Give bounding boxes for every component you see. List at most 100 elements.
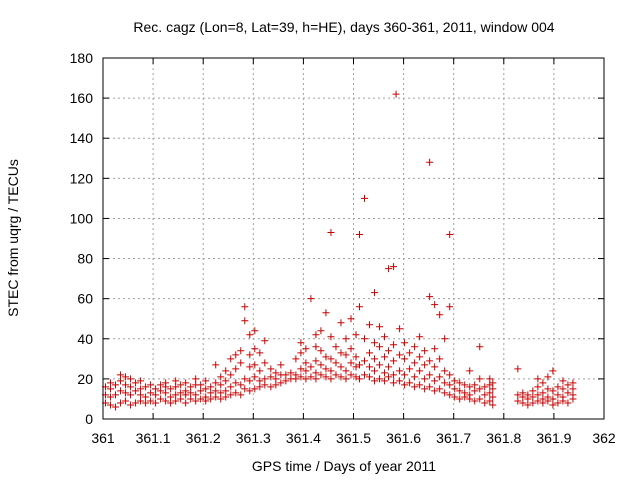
data-point <box>241 375 249 383</box>
data-point <box>411 359 419 367</box>
data-point <box>514 365 522 373</box>
data-point <box>112 403 120 411</box>
data-point <box>519 389 527 397</box>
data-point <box>261 359 269 367</box>
data-point <box>117 387 125 395</box>
data-point <box>426 371 434 379</box>
data-point <box>342 351 350 359</box>
data-point <box>411 383 419 391</box>
data-point <box>390 357 398 365</box>
data-point <box>416 333 424 341</box>
data-point <box>451 385 459 393</box>
data-point <box>396 377 404 385</box>
data-point <box>466 391 474 399</box>
data-point <box>486 397 494 405</box>
data-point <box>246 363 254 371</box>
data-point <box>212 361 220 369</box>
x-tick-label: 361.6 <box>386 430 421 446</box>
data-point <box>366 349 374 357</box>
data-point <box>390 379 398 387</box>
data-point <box>366 363 374 371</box>
data-point <box>307 363 315 371</box>
data-point <box>297 365 305 373</box>
data-point <box>524 401 532 409</box>
data-point <box>481 391 489 399</box>
data-point <box>426 158 434 166</box>
data-point <box>217 395 225 403</box>
data-point <box>157 381 165 389</box>
data-point <box>466 383 474 391</box>
data-point <box>371 355 379 363</box>
data-point <box>227 391 235 399</box>
data-point <box>564 381 572 389</box>
data-point <box>376 375 384 383</box>
data-point <box>471 381 479 389</box>
data-point <box>396 367 404 375</box>
data-point <box>441 379 449 387</box>
data-point <box>147 381 155 389</box>
data-point <box>182 399 190 407</box>
x-tick-label: 361.1 <box>136 430 171 446</box>
data-point <box>251 373 259 381</box>
data-point <box>241 317 249 325</box>
data-point <box>237 391 245 399</box>
data-point <box>127 383 135 391</box>
data-point <box>361 335 369 343</box>
data-point <box>476 343 484 351</box>
data-point <box>212 387 220 395</box>
data-point <box>157 387 165 395</box>
data-point <box>302 359 310 367</box>
data-point <box>117 377 125 385</box>
data-point <box>431 345 439 353</box>
data-point <box>486 389 494 397</box>
data-point <box>107 385 115 393</box>
data-point <box>446 381 454 389</box>
y-tick-label: 180 <box>70 50 94 66</box>
data-point <box>122 389 130 397</box>
data-point <box>390 371 398 379</box>
y-tick-label: 100 <box>70 210 94 226</box>
data-point <box>401 339 409 347</box>
data-point <box>411 343 419 351</box>
data-point <box>471 397 479 405</box>
data-point <box>117 371 125 379</box>
y-tick-label: 80 <box>77 251 93 267</box>
data-point <box>489 385 497 393</box>
data-point <box>421 375 429 383</box>
grid <box>103 58 604 419</box>
data-point <box>529 387 537 395</box>
data-point <box>406 379 414 387</box>
data-point <box>385 363 393 371</box>
data-point <box>327 355 335 363</box>
data-point <box>416 367 424 375</box>
data-point <box>222 367 230 375</box>
data-point <box>461 381 469 389</box>
data-point <box>227 383 235 391</box>
data-point <box>534 397 542 405</box>
data-point <box>256 367 264 375</box>
data-point <box>217 373 225 381</box>
data-point <box>342 375 350 383</box>
data-point <box>317 371 325 379</box>
data-point <box>256 383 264 391</box>
data-point <box>352 373 360 381</box>
x-tick-label: 361.3 <box>236 430 271 446</box>
data-point <box>251 385 259 393</box>
data-point <box>431 377 439 385</box>
data-point <box>132 399 140 407</box>
data-point <box>172 397 180 405</box>
data-point <box>192 391 200 399</box>
data-point <box>524 391 532 399</box>
data-point <box>237 347 245 355</box>
data-point <box>361 357 369 365</box>
data-point <box>514 397 522 405</box>
data-point <box>337 349 345 357</box>
data-point <box>436 355 444 363</box>
x-tick-label: 362 <box>592 430 616 446</box>
data-point <box>137 391 145 399</box>
data-point <box>187 383 195 391</box>
data-point <box>137 397 145 405</box>
x-tick-label: 361.7 <box>436 430 471 446</box>
data-point <box>327 228 335 236</box>
data-point <box>302 375 310 383</box>
